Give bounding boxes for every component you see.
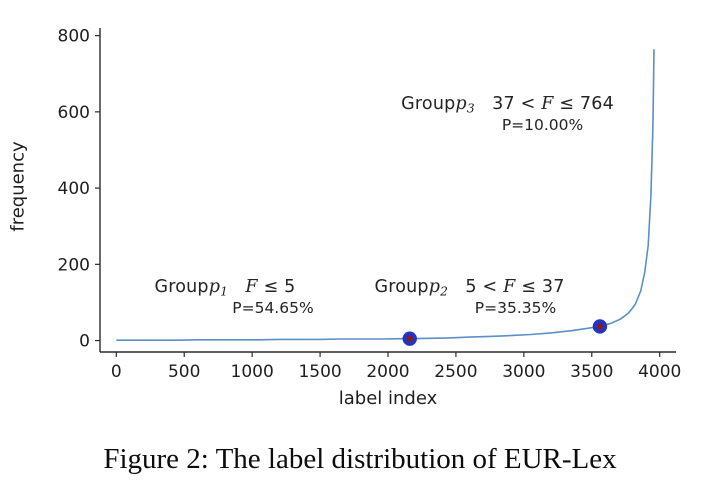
y-tick-label: 600	[58, 103, 90, 123]
figure-caption: Figure 2: The label distribution of EUR-…	[103, 443, 617, 475]
group-annotation-percentage: P=54.65%	[232, 299, 314, 318]
group-annotation-title: Groupp3 37 < F ≤ 764	[401, 93, 614, 115]
group-annotation-title: Groupp2 5 < F ≤ 37	[374, 276, 565, 299]
x-tick-label: 1000	[231, 362, 274, 382]
y-axis-label: frequency	[7, 141, 29, 232]
group-boundary-marker-center	[596, 323, 604, 330]
x-tick-label: 2000	[366, 362, 409, 382]
group-annotation-title: Groupp1 F ≤ 5	[154, 276, 296, 299]
y-tick-label: 200	[58, 255, 90, 275]
group-annotation: Groupp2 5 < F ≤ 37 P=35.35%	[374, 277, 564, 317]
group-annotation: Groupp3 37 < F ≤ 764 P=10.00%	[401, 94, 614, 134]
x-tick-label: 3000	[502, 362, 545, 382]
plot-area: 0 500 1000 1500 2000 2500 3000 3500 4000 0 200 400 6…	[7, 27, 682, 409]
y-tick-label: 0	[79, 332, 90, 352]
x-axis-label: label index	[338, 388, 438, 409]
x-tick-label: 500	[168, 362, 200, 382]
group-boundary-marker-center	[406, 335, 413, 342]
frequency-curve	[116, 49, 655, 341]
x-tick-label: 4000	[638, 362, 681, 382]
chart-svg: 0 500 1000 1500 2000 2500 3000 3500 4000 0 200 400 6…	[58, 27, 682, 382]
y-tick-label: 400	[58, 179, 90, 199]
group-annotation-percentage: P=10.00%	[501, 115, 584, 134]
group-annotation-percentage: P=35.35%	[474, 299, 557, 318]
group-annotation: Groupp1 F ≤ 5 P=54.65%	[154, 276, 313, 317]
x-tick-label: 0	[111, 362, 122, 382]
x-tick-label: 3500	[570, 362, 613, 382]
y-tick-label: 800	[58, 27, 90, 47]
x-tick-label: 2500	[434, 362, 477, 382]
x-tick-label: 1500	[298, 362, 341, 382]
